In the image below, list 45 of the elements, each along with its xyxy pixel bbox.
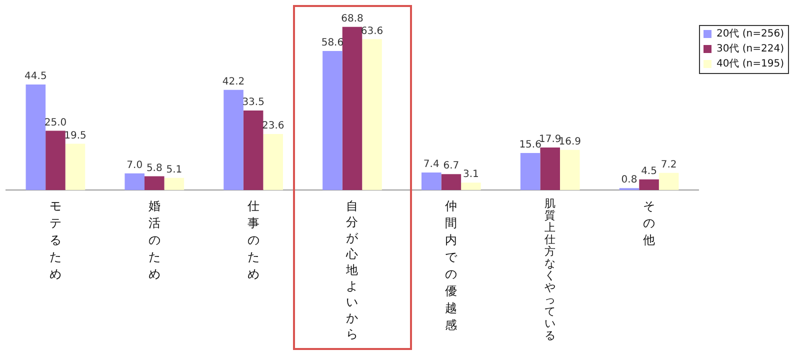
x-tick-label: その他 [642, 198, 656, 249]
data-label: 5.8 [146, 162, 162, 174]
bar [46, 130, 66, 190]
data-label: 25.0 [44, 117, 67, 128]
bar [362, 39, 382, 190]
data-label: 7.0 [126, 160, 143, 171]
category-label: 肌質上仕方なくやっている [544, 197, 556, 342]
x-tick-label: モテるため [48, 198, 62, 283]
data-label: 6.7 [443, 160, 460, 172]
bar [520, 153, 540, 190]
bar [124, 173, 144, 190]
bar [461, 182, 481, 190]
bar [540, 148, 560, 190]
data-label: 0.8 [621, 174, 638, 186]
data-label: 44.5 [24, 71, 47, 82]
data-label: 42.2 [222, 76, 245, 88]
data-label: 33.5 [242, 97, 264, 108]
bar [441, 174, 462, 190]
bar [144, 176, 164, 190]
data-label: 5.1 [166, 164, 182, 176]
bar [164, 178, 184, 190]
data-label: 15.6 [519, 140, 542, 151]
legend-label: 30代 (n=224) [716, 44, 784, 55]
x-tick-label: 婚活のため [148, 198, 161, 283]
bar [65, 144, 86, 190]
bar [639, 179, 659, 190]
bar [322, 51, 342, 190]
data-label: 7.2 [660, 160, 677, 171]
data-label: 3.1 [463, 169, 479, 180]
bar [342, 26, 362, 190]
bar [243, 110, 264, 190]
bar [263, 134, 283, 190]
bar [658, 172, 679, 190]
bar [421, 172, 442, 190]
bar [560, 150, 580, 190]
x-tick-label: 仕事のため [246, 198, 260, 283]
data-label: 7.4 [423, 159, 440, 170]
data-label: 4.5 [641, 166, 657, 177]
category-label: 自分が心地よいから [346, 199, 358, 341]
x-tick-label: 仲間内での優越感 [444, 198, 458, 334]
bar [224, 90, 244, 190]
legend-label: 20代 (n=256) [716, 28, 784, 40]
data-label: 68.8 [341, 13, 364, 24]
bar [26, 84, 46, 190]
legend-label: 40代 (n=195) [716, 58, 784, 70]
